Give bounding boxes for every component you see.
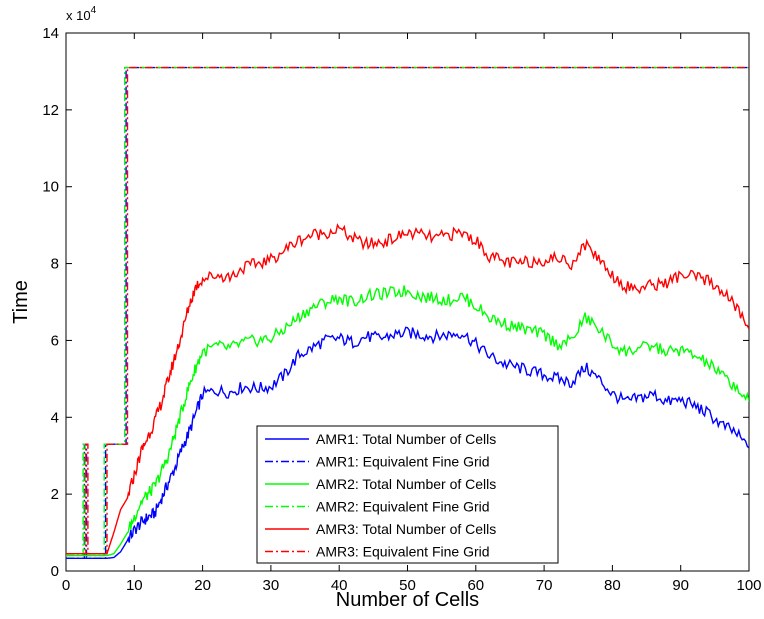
legend-entry: AMR1: Equivalent Fine Grid <box>316 454 490 470</box>
x-tick-label: 40 <box>331 577 348 594</box>
series-line <box>66 285 749 557</box>
y-tick-label: 12 <box>42 102 59 119</box>
y-axis-label: Time <box>10 280 32 324</box>
series-line <box>66 223 749 555</box>
y-tick-label: 4 <box>51 409 59 426</box>
series-line <box>66 66 749 559</box>
x-tick-label: 60 <box>467 577 484 594</box>
series-line <box>66 326 749 559</box>
y-tick-label: 0 <box>51 563 59 580</box>
x-tick-label: 90 <box>672 577 689 594</box>
x-tick-label: 70 <box>536 577 553 594</box>
legend-entry: AMR2: Total Number of Cells <box>316 476 496 492</box>
series-line <box>66 66 749 557</box>
legend-entry: AMR2: Equivalent Fine Grid <box>316 499 490 515</box>
legend-entry: AMR3: Total Number of Cells <box>316 521 496 537</box>
x-tick-label: 20 <box>194 577 211 594</box>
y-tick-label: 2 <box>51 486 59 503</box>
x-tick-label: 100 <box>736 577 761 594</box>
legend-entry: AMR1: Total Number of Cells <box>316 431 496 447</box>
y-tick-label: 10 <box>42 179 59 196</box>
x-tick-label: 30 <box>263 577 280 594</box>
y-tick-label: 6 <box>51 332 59 349</box>
legend: AMR1: Total Number of Cells AMR1: Equival… <box>256 425 559 564</box>
x-tick-label: 50 <box>399 577 416 594</box>
y-axis-exponent: x 104 <box>66 5 97 23</box>
y-tick-label: 14 <box>42 25 59 42</box>
axes-layer: 0 10 20 30 40 50 60 70 80 90 100 0 2 4 6 8 10 12 14 <box>42 25 761 594</box>
y-axis-exponent-base: x 10 <box>66 8 91 23</box>
x-tick-label: 80 <box>604 577 621 594</box>
y-tick-label: 8 <box>51 256 59 273</box>
x-axis-label: Number of Cells <box>336 589 479 611</box>
y-axis-exponent-power: 4 <box>91 5 97 16</box>
legend-box <box>256 425 559 564</box>
x-tick-label: 10 <box>126 577 143 594</box>
legend-entry: AMR3: Equivalent Fine Grid <box>316 544 490 560</box>
x-tick-label: 0 <box>62 577 70 594</box>
series-layer <box>66 66 749 559</box>
series-line <box>66 66 749 555</box>
